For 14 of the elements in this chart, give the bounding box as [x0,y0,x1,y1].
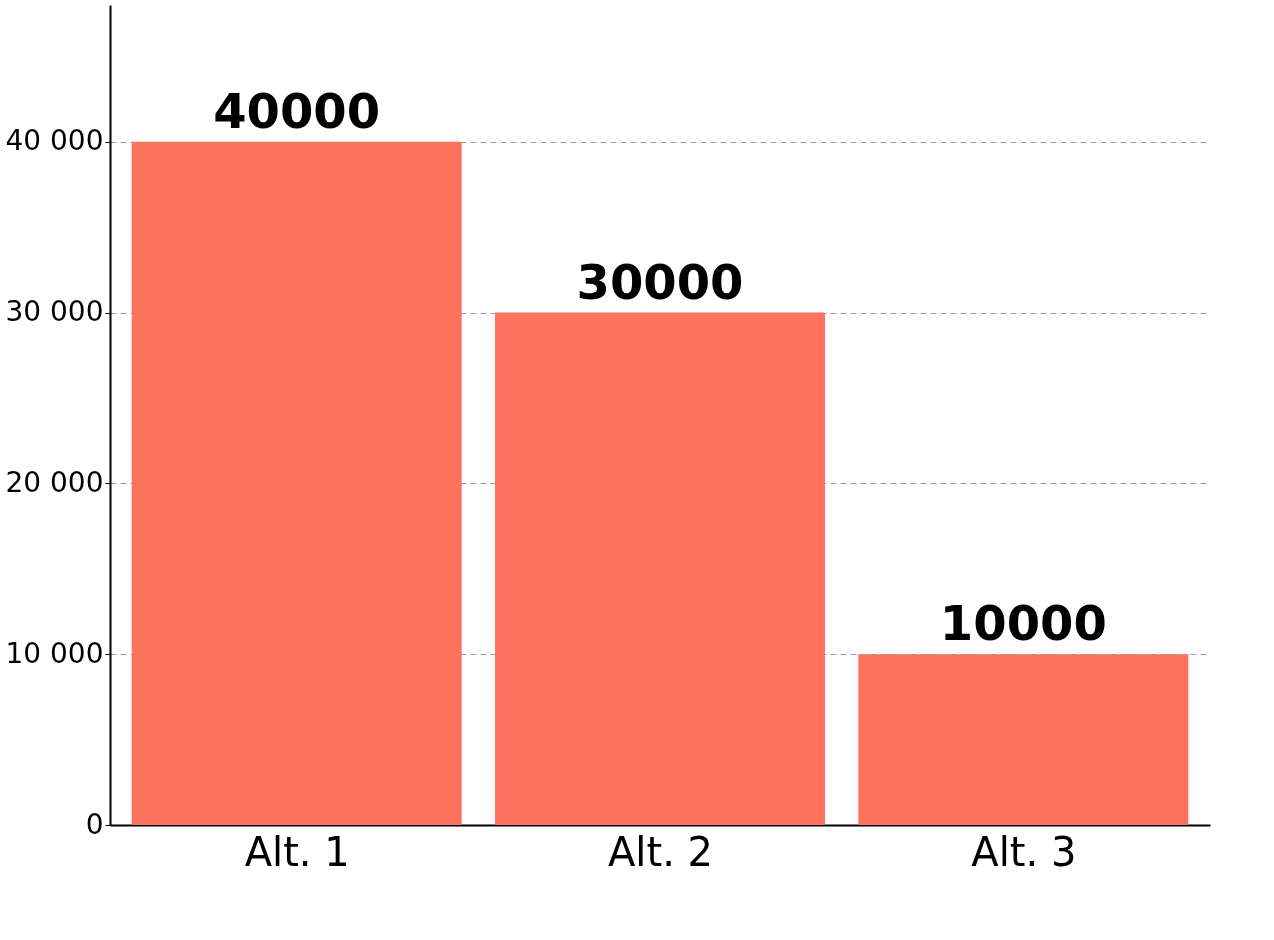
data-label: 10000 [939,595,1107,652]
data-label: 30000 [576,253,744,310]
bar [858,654,1189,825]
bar [131,141,462,825]
bar [495,312,825,825]
y-tick-label: 0 [85,807,104,841]
y-tick-label: 40 000 [5,124,104,158]
x-tick-label: Alt. 1 [244,828,350,875]
x-tick-label: Alt. 3 [971,828,1077,875]
y-tick-label: 30 000 [5,295,104,328]
x-tick-label: Alt. 2 [607,828,714,875]
data-label: 40000 [213,82,381,139]
y-tick-label: 10 000 [5,636,104,670]
y-tick-label: 20 000 [5,465,104,499]
